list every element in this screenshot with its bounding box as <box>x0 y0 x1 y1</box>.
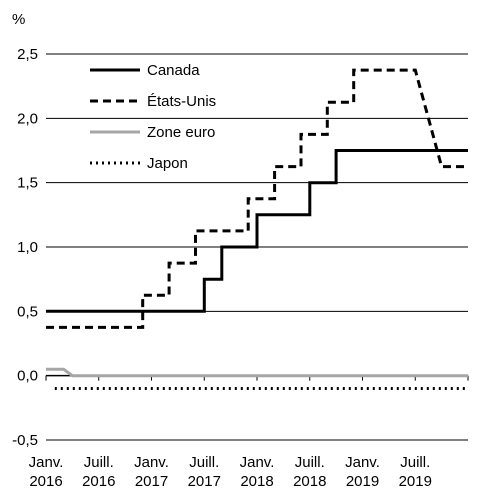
x-tick-label-year: 2019 <box>346 473 379 490</box>
legend-label: Zone euro <box>147 124 215 141</box>
y-tick-label: 1,5 <box>17 175 38 192</box>
series-line-1 <box>46 68 468 329</box>
x-tick-label-month: Janv. <box>134 454 169 471</box>
y-tick-label: 2,0 <box>17 110 38 127</box>
x-tick-label-month: Janv. <box>29 454 64 471</box>
x-tick-label-year: 2016 <box>82 473 115 490</box>
x-tick-label-month: Juill. <box>84 454 114 471</box>
x-tick-label-year: 2018 <box>240 473 273 490</box>
x-tick-label-month: Janv. <box>240 454 275 471</box>
x-tick-label-month: Janv. <box>345 454 380 471</box>
x-tick-label-year: 2017 <box>135 473 168 490</box>
x-tick-label-month: Juill. <box>295 454 325 471</box>
y-tick-label: -0,5 <box>12 432 38 449</box>
series-line-2 <box>46 367 468 378</box>
x-tick-label-year: 2018 <box>293 473 326 490</box>
x-axis-tick-labels: Janv. 2016 Juill. 2016 Janv. 2017 Juill. 2017 Ja… <box>29 454 432 490</box>
y-tick-label: 2,5 <box>17 46 38 63</box>
legend-label: Canada <box>147 62 200 79</box>
y-axis-tick-labels: 2,5 2,0 1,5 1,0 0,5 0,0 -0,5 <box>12 46 38 449</box>
series-line-0 <box>46 149 468 313</box>
y-tick-label: 0,0 <box>17 368 38 385</box>
y-unit-label: % <box>12 11 25 28</box>
x-tick-label-year: 2016 <box>29 473 62 490</box>
legend: Canada États-Unis Zone euro Japon <box>90 62 216 172</box>
x-tick-label-year: 2017 <box>188 473 221 490</box>
legend-label: Japon <box>147 155 188 172</box>
x-tick-label-month: Juill. <box>400 454 430 471</box>
series-lines <box>46 68 468 390</box>
x-tick-label-month: Juill. <box>189 454 219 471</box>
y-tick-label: 0,5 <box>17 303 38 320</box>
x-tick-label-year: 2019 <box>399 473 432 490</box>
legend-label: États-Unis <box>147 93 216 110</box>
y-tick-label: 1,0 <box>17 239 38 256</box>
